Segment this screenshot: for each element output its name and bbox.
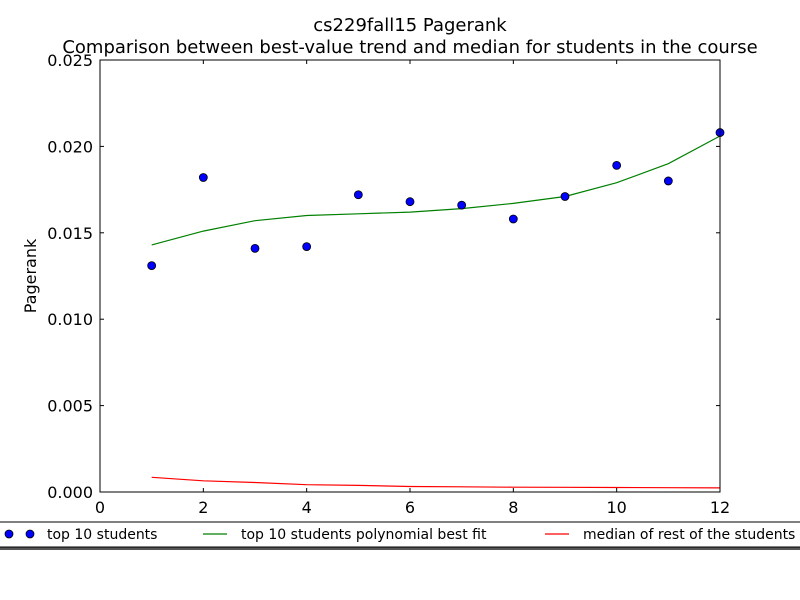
y-tick-label: 0.020 xyxy=(47,137,93,156)
data-point xyxy=(302,242,312,252)
data-point xyxy=(405,197,415,207)
series-line-2 xyxy=(151,476,721,489)
chart-subtitle: Comparison between best-value trend and … xyxy=(62,37,757,58)
chart-title: cs229fall15 Pagerank xyxy=(313,15,507,36)
legend-box xyxy=(0,521,800,548)
data-point xyxy=(147,261,157,271)
axis-ticks: 0 2 4 6 8 10 12 0.000 0.005 0.010 0.015 0.020 0.025 xyxy=(47,51,730,517)
x-tick-label: 6 xyxy=(405,498,415,517)
y-axis-label: Pagerank xyxy=(21,238,40,313)
x-tick-label: 10 xyxy=(606,498,626,517)
legend-marker-scatter-1 xyxy=(4,529,14,539)
data-point xyxy=(612,161,622,170)
x-tick-label: 12 xyxy=(710,498,730,517)
legend: top 10 students top 10 students polynomi… xyxy=(0,521,800,550)
plot-area xyxy=(147,128,725,489)
x-tick-label: 0 xyxy=(95,498,105,517)
y-tick-label: 0.000 xyxy=(47,483,93,502)
data-point xyxy=(457,200,467,210)
y-tick-label: 0.010 xyxy=(47,310,93,329)
legend-label-median: median of rest of the students xyxy=(583,527,795,543)
legend-marker-scatter-2 xyxy=(25,529,35,539)
data-point xyxy=(198,173,208,182)
series-line-1 xyxy=(151,135,721,246)
plot-frame xyxy=(99,59,721,493)
x-tick-label: 4 xyxy=(302,498,312,517)
x-tick-label: 8 xyxy=(508,498,518,517)
data-point xyxy=(663,176,673,186)
legend-label-best-fit: top 10 students polynomial best fit xyxy=(241,527,487,543)
legend-label-top-10-students: top 10 students xyxy=(47,527,157,543)
data-point xyxy=(560,192,570,201)
y-tick-label: 0.005 xyxy=(47,397,93,416)
data-point xyxy=(353,190,363,200)
x-tick-label: 2 xyxy=(198,498,208,517)
y-tick-label: 0.015 xyxy=(47,224,93,243)
y-tick-label: 0.025 xyxy=(47,51,93,70)
data-point xyxy=(250,243,260,253)
data-point xyxy=(508,214,518,224)
